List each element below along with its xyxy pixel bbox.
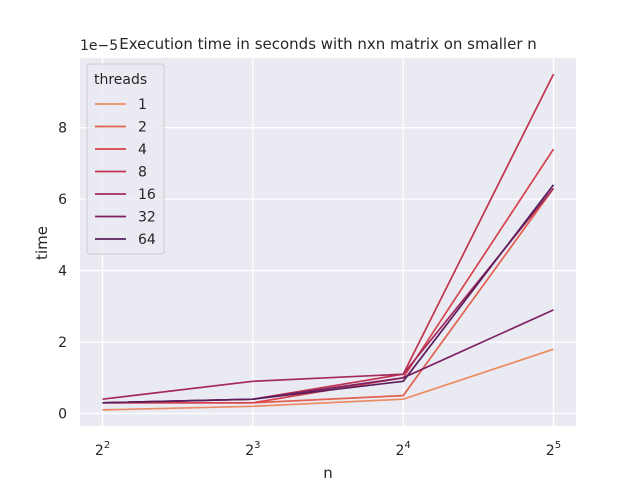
- x-axis-label: n: [323, 464, 333, 480]
- legend-label: 16: [138, 187, 156, 203]
- y-tick-labels: 0 2 4 6 8: [58, 121, 67, 423]
- y-tick-label: 4: [58, 264, 67, 280]
- y-tick-label: 0: [58, 406, 67, 422]
- legend-box: [86, 63, 165, 255]
- legend: threads 1 2 4 8 16 32 64: [86, 63, 165, 255]
- legend-label: 8: [138, 165, 147, 181]
- series-line-64: [102, 184, 555, 404]
- legend-label: 64: [138, 232, 156, 248]
- legend-label: 2: [138, 120, 147, 136]
- series-line-1: [102, 348, 554, 411]
- x-tick-label: 24: [396, 440, 411, 459]
- legend-items: 1 2 4 8 16 32 64: [95, 97, 156, 248]
- legend-label: 4: [138, 142, 147, 158]
- series-lines: [102, 73, 555, 411]
- legend-title: threads: [94, 72, 147, 88]
- y-tick-label: 8: [58, 121, 67, 137]
- series-line-16: [102, 187, 555, 401]
- x-tick-labels: 22 23 24 25: [95, 440, 561, 459]
- legend-label: 32: [138, 210, 156, 226]
- chart-title: Execution time in seconds with nxn matri…: [119, 35, 537, 53]
- x-tick-label: 23: [245, 440, 260, 459]
- y-tick-label: 6: [58, 192, 67, 208]
- y-offset-label: 1e−5: [80, 38, 118, 54]
- x-tick-label: 25: [546, 440, 561, 459]
- x-tick-label: 22: [95, 440, 110, 459]
- legend-label: 1: [138, 97, 147, 113]
- y-tick-label: 2: [58, 335, 67, 351]
- y-axis-label: time: [33, 226, 51, 260]
